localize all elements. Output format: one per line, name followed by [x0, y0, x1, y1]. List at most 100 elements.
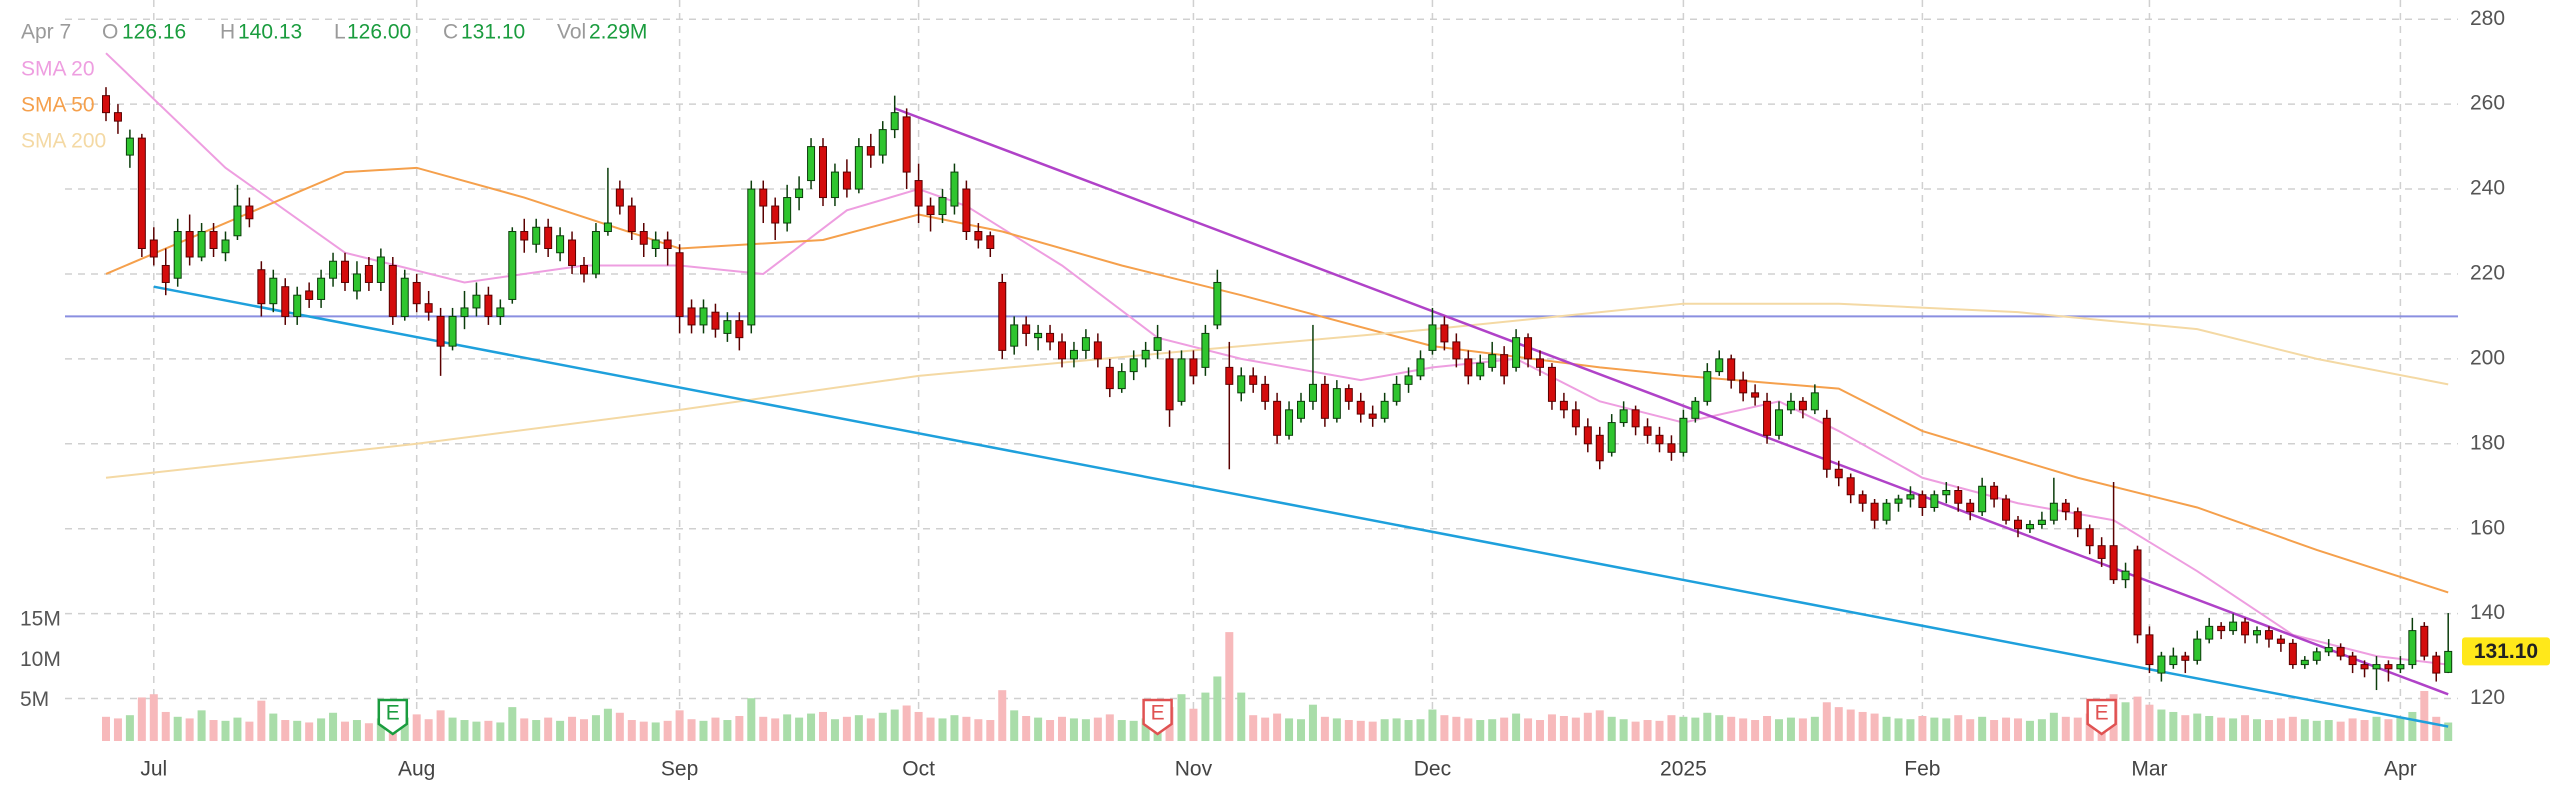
volume-bar [1942, 718, 1951, 741]
volume-bar [2241, 715, 2250, 741]
candle-body [484, 294, 493, 317]
candle-body [1703, 371, 1712, 402]
volume-bar [1930, 717, 1939, 741]
x-tick-label: Dec [1414, 758, 1451, 781]
volume-bar [1727, 716, 1736, 741]
candle-body [364, 264, 373, 283]
candle-body [1691, 400, 1700, 419]
candle-body [783, 197, 792, 224]
volume-bar [2432, 716, 2441, 741]
earnings-label: E [2095, 702, 2109, 725]
candle-body [639, 231, 648, 245]
candle-body [161, 264, 170, 283]
candle-body [1416, 358, 1425, 377]
volume-bar [2336, 721, 2345, 741]
volume-bar [2133, 696, 2142, 741]
candle-body [1440, 324, 1449, 343]
volume-bar [1500, 717, 1509, 741]
candle-body [807, 146, 816, 182]
volume-bar [1344, 720, 1353, 741]
candle-body [890, 112, 899, 131]
close-label: C [443, 21, 458, 44]
candle-body [2384, 664, 2393, 670]
candle-body [1655, 434, 1664, 445]
volume-bar [1834, 707, 1843, 741]
volume-bar [197, 710, 206, 741]
volume-bar [1559, 715, 1568, 741]
volume-bar [1046, 720, 1055, 741]
candle-body [1798, 400, 1807, 411]
overlay-layer: E E E SMA 20 SMA 50 SMA 200 131.10 [21, 58, 2550, 736]
volume-bar [759, 716, 768, 741]
candle-body [2229, 621, 2238, 632]
candle-body [556, 235, 565, 254]
volume-bar [914, 711, 923, 741]
candle-body [544, 226, 553, 249]
candle-body [2264, 630, 2273, 640]
candle-body [197, 231, 206, 258]
candle-body [2396, 664, 2405, 670]
volume-bar [2229, 718, 2238, 741]
candle-body [352, 273, 361, 292]
volume-bar [1786, 717, 1795, 741]
volume-bar [1751, 720, 1760, 741]
volume-bar [1476, 720, 1485, 741]
volume-bar [986, 720, 995, 741]
volume-bar [1595, 710, 1604, 741]
volume-bar [747, 698, 756, 741]
candle-body [1189, 358, 1198, 377]
candle-body [1452, 341, 1461, 360]
candle-body [2420, 625, 2429, 657]
candle-body [2253, 630, 2261, 636]
volume-bar [2360, 720, 2369, 741]
candle-body [1858, 494, 1867, 504]
volume-value: 2.29M [589, 21, 647, 44]
candle-body [436, 315, 445, 347]
candle-body [1010, 324, 1019, 347]
candle-body [209, 231, 218, 249]
y-tick-label: 260 [2470, 92, 2505, 115]
open-value: 126.16 [122, 21, 186, 44]
candle-body [2181, 655, 2190, 661]
candle-body [2169, 655, 2178, 666]
candle-body [508, 231, 517, 300]
candle-body [842, 171, 851, 190]
high-label: H [220, 21, 235, 44]
candle-body [795, 188, 804, 199]
volume-bar [902, 705, 911, 741]
volume-bar [1990, 720, 1999, 741]
volume-bar [1571, 717, 1580, 741]
candle-body [1392, 383, 1401, 402]
candle-body [2085, 528, 2094, 547]
volume-bar [436, 710, 445, 741]
candle-body [1500, 354, 1509, 377]
volume-bar [950, 715, 959, 741]
volume-bar [1225, 632, 1234, 741]
candle-body [711, 311, 720, 330]
volume-bar [1882, 716, 1891, 741]
volume-bar [842, 716, 851, 741]
volume-bar [281, 720, 290, 741]
volume-bar [1213, 676, 1222, 741]
candle-body [1081, 337, 1090, 351]
candle-body [1093, 341, 1102, 360]
candle-body [1607, 422, 1616, 453]
candle-body [1332, 388, 1341, 419]
volume-bar [2037, 719, 2046, 741]
candle-body [1524, 337, 1533, 360]
candle-body [376, 256, 385, 283]
volume-bar [962, 716, 971, 741]
x-tick-label: Sep [661, 758, 698, 781]
candle-body [102, 95, 110, 114]
x-tick-label: Feb [1904, 758, 1940, 781]
candle-body [269, 277, 278, 305]
volume-bar [926, 717, 935, 741]
candle-body [257, 269, 266, 305]
volume-bar [137, 697, 146, 741]
candle-body [568, 239, 577, 266]
volume-bar [185, 718, 194, 741]
candle-body [2121, 570, 2130, 581]
x-tick-label: Jul [140, 758, 167, 781]
volume-bar [568, 716, 577, 741]
volume-bar [998, 690, 1007, 741]
